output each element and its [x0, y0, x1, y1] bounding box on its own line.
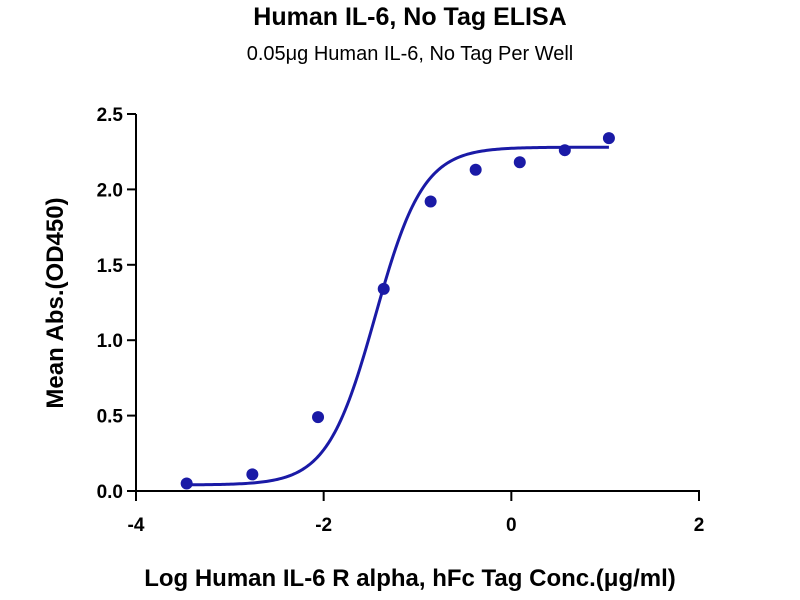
chart-title: Human IL-6, No Tag ELISA	[253, 3, 566, 31]
data-points	[180, 132, 615, 490]
y-tick-label: 2.0	[97, 180, 123, 201]
chart-subtitle: 0.05μg Human IL-6, No Tag Per Well	[247, 43, 574, 65]
x-tick-label: -2	[315, 515, 332, 536]
data-point	[558, 144, 571, 157]
y-axis-title: Mean Abs.(OD450)	[42, 197, 69, 408]
data-point	[377, 282, 390, 295]
y-tick-label: 1.0	[97, 331, 123, 352]
data-point	[312, 411, 325, 424]
y-tick-label: 0.5	[97, 407, 124, 428]
fit-curve	[186, 145, 609, 487]
data-point	[602, 132, 615, 145]
x-tick-label: 2	[694, 515, 705, 536]
y-tick-label: 1.5	[97, 256, 124, 277]
data-point	[424, 195, 437, 208]
y-axis-ticks: 0.0 0.5 1.0 1.5 2.0 2.5	[97, 105, 136, 503]
x-tick-label: 0	[506, 515, 517, 536]
x-axis-title: Log Human IL-6 R alpha, hFc Tag Conc.(μg…	[144, 565, 676, 592]
x-tick-label: -4	[128, 515, 145, 536]
y-tick-label: 2.5	[97, 105, 124, 126]
x-axis-ticks: -4 -2 0 2	[128, 491, 705, 536]
data-point	[180, 477, 193, 490]
data-point	[246, 468, 259, 481]
data-point	[513, 156, 526, 169]
y-tick-label: 0.0	[97, 482, 123, 503]
data-point	[469, 163, 482, 176]
